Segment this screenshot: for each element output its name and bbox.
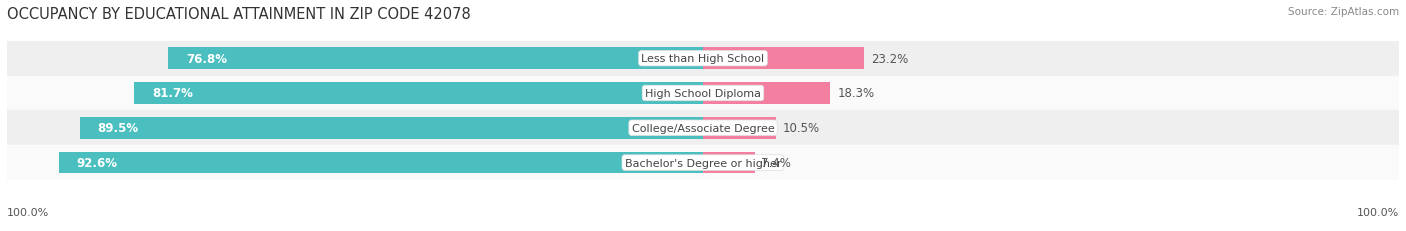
- Bar: [7, 111, 1399, 146]
- Text: 81.7%: 81.7%: [152, 87, 193, 100]
- Bar: [703, 118, 776, 139]
- Bar: [703, 83, 831, 104]
- Bar: [59, 152, 703, 174]
- Bar: [7, 146, 1399, 180]
- Text: 100.0%: 100.0%: [7, 207, 49, 218]
- Bar: [169, 48, 703, 70]
- Text: 100.0%: 100.0%: [1357, 207, 1399, 218]
- Text: 92.6%: 92.6%: [76, 156, 117, 169]
- Bar: [7, 76, 1399, 111]
- Text: High School Diploma: High School Diploma: [645, 88, 761, 99]
- Text: 23.2%: 23.2%: [872, 52, 908, 65]
- Bar: [7, 42, 1399, 76]
- Text: College/Associate Degree: College/Associate Degree: [631, 123, 775, 133]
- Text: Source: ZipAtlas.com: Source: ZipAtlas.com: [1288, 7, 1399, 17]
- Text: 10.5%: 10.5%: [783, 122, 820, 135]
- Bar: [135, 83, 703, 104]
- Text: 7.4%: 7.4%: [762, 156, 792, 169]
- Bar: [703, 152, 755, 174]
- Text: 89.5%: 89.5%: [97, 122, 139, 135]
- Bar: [703, 48, 865, 70]
- Text: 18.3%: 18.3%: [838, 87, 875, 100]
- Text: OCCUPANCY BY EDUCATIONAL ATTAINMENT IN ZIP CODE 42078: OCCUPANCY BY EDUCATIONAL ATTAINMENT IN Z…: [7, 7, 471, 22]
- Text: Less than High School: Less than High School: [641, 54, 765, 64]
- Text: 76.8%: 76.8%: [186, 52, 226, 65]
- Bar: [80, 118, 703, 139]
- Text: Bachelor's Degree or higher: Bachelor's Degree or higher: [624, 158, 782, 168]
